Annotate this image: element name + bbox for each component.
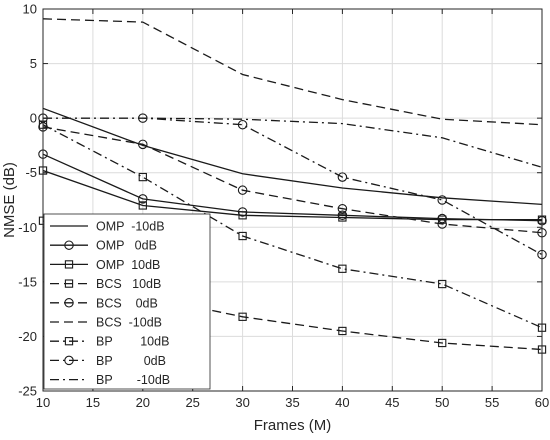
x-tick-label: 40 [335,395,349,410]
legend-label: OMP 0dB [96,239,157,253]
series-line-3 [43,169,542,221]
y-tick-label: 5 [30,56,37,71]
series-8-point [237,119,248,130]
y-tick-label: -10 [18,220,37,235]
series-7-point [338,264,347,273]
legend-label: BCS 0dB [96,296,158,310]
x-tick-label: 30 [235,395,249,410]
legend-label: BP -10dB [96,373,170,387]
legend-item: OMP 0dB [50,239,157,253]
series-3-point [138,201,147,210]
series-line-5 [43,126,542,234]
x-tick-label: 15 [86,395,100,410]
x-tick-label: 60 [535,395,549,410]
legend-item: BP -10dB [50,373,170,387]
y-tick-label: -20 [18,329,37,344]
series-5-point [237,185,248,195]
series-3-point [238,211,247,220]
series-5-point [437,219,447,229]
legend-label: BCS 10dB [96,277,161,291]
legend-item: BP 10dB [50,335,169,349]
x-tick-label: 55 [485,395,499,410]
series-4-point [338,326,347,336]
series-lines [43,18,542,351]
series-7-point [438,279,447,289]
series-4-point [438,338,447,348]
series-2-point [138,194,148,204]
legend-item: BCS -10dB [50,316,162,330]
legend-label: BP 0dB [96,354,166,368]
series-3-point [438,215,447,224]
x-tick-label: 50 [435,395,449,410]
y-tick-label: -5 [25,165,37,180]
series-8-point [337,172,348,182]
x-tick-label: 45 [385,395,399,410]
legend-marker-sample [64,260,74,269]
y-tick-label: 10 [23,2,37,17]
y-axis-title: NMSE (dB) [1,162,18,238]
series-4-point [238,312,247,321]
y-tick-label: -25 [18,384,37,399]
series-8-point [138,113,148,123]
legend-marker-sample [64,298,74,308]
y-tick-label: -15 [18,274,37,289]
y-tick-label: 0 [30,111,37,126]
legend-label: OMP 10dB [96,258,160,272]
x-axis-title: Frames (M) [254,417,332,434]
series-5-point [138,139,148,150]
legend-marker-sample [64,355,74,366]
legend-marker-sample [64,240,74,250]
series-7-point [138,172,147,182]
series-7-point [238,231,247,241]
legend-item: BCS 0dB [50,296,158,310]
legend: OMP -10dB OMP 0dB OMP 10dB BCS 10dB BCS 0dB B… [43,213,211,390]
series-2-point [337,210,348,221]
series-5-point [337,203,348,214]
axis-ticks: 10 15 20 25 30 35 40 45 50 55 60 -25 -20 -15 -10 -5 0 5 10 [18,2,549,411]
legend-item: OMP 10dB [50,258,160,272]
x-tick-label: 20 [136,395,150,410]
series-2-point [237,207,248,217]
legend-item: BP 0dB [50,354,166,368]
x-tick-label: 35 [285,395,299,410]
legend-item: OMP -10dB [50,220,165,234]
series-3-point [338,213,347,222]
series-8-point [437,195,447,205]
legend-marker-sample [64,337,74,346]
legend-label: OMP -10dB [96,220,165,234]
series-line-2 [43,153,542,222]
legend-marker-sample [64,279,74,288]
x-tick-label: 10 [36,395,50,410]
legend-label: BCS -10dB [96,316,162,330]
series-line-1 [43,107,542,206]
x-tick-label: 25 [185,395,199,410]
legend-label: BP 10dB [96,335,169,349]
legend-item: BCS 10dB [50,277,161,291]
series-line-9 [43,117,542,168]
